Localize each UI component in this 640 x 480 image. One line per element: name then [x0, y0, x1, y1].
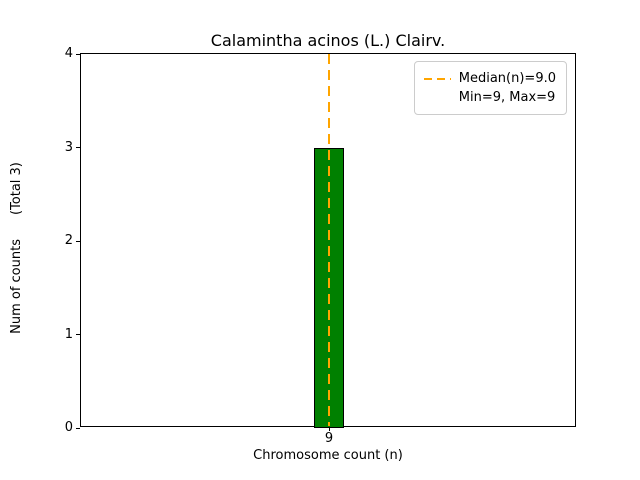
legend: Median(n)=9.0 Min=9, Max=9	[413, 61, 567, 115]
y-tick-label: 3	[64, 139, 73, 155]
y-tick-mark	[76, 53, 80, 55]
median-dashed-line-sample	[423, 77, 451, 80]
y-tick-mark	[76, 427, 80, 429]
legend-entry-median: Median(n)=9.0	[423, 69, 556, 88]
y-tick-mark	[76, 334, 80, 335]
chart-title: Calamintha acinos (L.) Clairv.	[210, 31, 446, 50]
y-tick-label: 1	[64, 326, 73, 342]
legend-label-minmax: Min=9, Max=9	[458, 90, 556, 105]
legend-label-median: Median(n)=9.0	[458, 71, 556, 86]
y-axis-total-note: (Total 3)	[9, 162, 24, 216]
y-axis-label: Num of counts (Total 3)	[9, 162, 24, 334]
median-line	[328, 54, 330, 426]
y-axis-label-text: Num of counts	[9, 239, 24, 334]
legend-entry-minmax: Min=9, Max=9	[424, 88, 556, 107]
x-tick-label: 9	[324, 431, 334, 446]
y-tick-label: 2	[64, 233, 73, 248]
y-tick-mark	[76, 147, 80, 148]
y-tick-mark	[76, 240, 80, 242]
y-tick-label: 0	[64, 420, 73, 435]
x-axis-label: Chromosome count (n)	[253, 448, 403, 463]
plot-area: Median(n)=9.0 Min=9, Max=9 0 1 2 3 4 9	[65, 46, 576, 446]
y-tick-label: 4	[64, 46, 73, 61]
dashed-line-icon	[423, 77, 451, 80]
x-tick-mark	[328, 427, 330, 431]
